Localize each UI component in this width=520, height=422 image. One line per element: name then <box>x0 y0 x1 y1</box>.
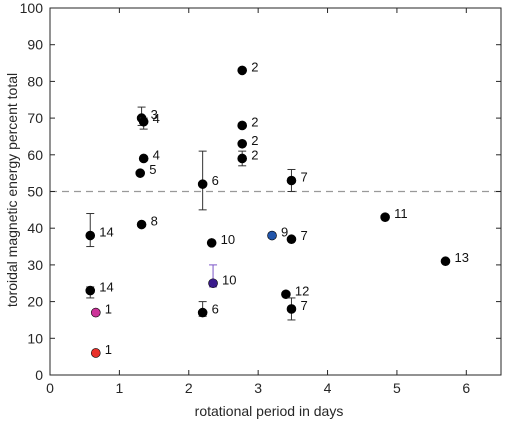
data-point <box>237 153 247 164</box>
data-point <box>135 168 145 178</box>
y-tick-label: 50 <box>27 184 43 200</box>
y-tick-label: 60 <box>27 147 43 163</box>
data-point <box>85 230 96 241</box>
y-tick-label: 80 <box>27 73 43 89</box>
data-point <box>286 234 297 245</box>
y-tick-label: 10 <box>27 330 43 346</box>
y-tick-label: 20 <box>27 294 43 310</box>
point-label: 13 <box>454 250 468 265</box>
x-tick-label: 0 <box>46 380 54 396</box>
data-point <box>90 307 101 318</box>
data-point <box>237 65 247 76</box>
point-label: 2 <box>251 114 258 129</box>
y-tick-label: 0 <box>35 367 43 383</box>
point-label: 1 <box>105 342 112 357</box>
y-tick-label: 90 <box>27 37 43 53</box>
point-label: 14 <box>99 280 113 295</box>
data-point <box>286 175 297 186</box>
plot-frame <box>49 7 502 376</box>
y-tick-label: 100 <box>20 0 44 16</box>
point-label: 1 <box>105 302 112 317</box>
point-label: 3 <box>151 107 158 122</box>
data-point <box>136 219 147 230</box>
point-label: 2 <box>251 59 258 74</box>
point-label: 12 <box>295 283 309 298</box>
data-point <box>85 285 96 296</box>
x-tick-label: 3 <box>254 380 262 396</box>
point-label: 9 <box>281 225 288 240</box>
point-label: 7 <box>300 169 307 184</box>
y-axis-label: toroidal magnetic energy percent total <box>4 73 20 307</box>
point-label: 4 <box>153 147 160 162</box>
data-point <box>281 289 291 300</box>
data-point <box>197 179 208 189</box>
data-point <box>138 116 149 127</box>
x-tick-label: 2 <box>185 380 193 396</box>
data-point <box>138 153 149 164</box>
point-label: 4 <box>153 111 160 126</box>
point-label: 11 <box>394 206 408 221</box>
data-point <box>440 256 451 267</box>
point-label: 5 <box>149 162 156 177</box>
x-axis-label: rotational period in days <box>195 403 344 419</box>
point-label: 8 <box>151 214 158 229</box>
x-tick-label: 5 <box>393 380 401 396</box>
data-point <box>237 120 247 131</box>
y-tick-label: 40 <box>27 220 43 236</box>
data-point <box>90 348 101 358</box>
data-point <box>286 304 297 314</box>
data-point <box>206 238 217 248</box>
data-point <box>237 138 247 149</box>
x-tick-label: 4 <box>324 380 332 396</box>
point-label: 2 <box>251 133 258 148</box>
point-label: 2 <box>251 147 258 162</box>
point-label: 10 <box>221 232 235 247</box>
y-tick-label: 70 <box>27 110 43 126</box>
point-label: 7 <box>300 298 307 313</box>
point-label: 14 <box>99 225 113 240</box>
data-point <box>267 230 277 241</box>
point-label: 7 <box>300 228 307 243</box>
x-tick-label: 6 <box>462 380 470 396</box>
point-label: 6 <box>212 173 219 188</box>
data-point <box>208 278 218 289</box>
data-point <box>197 307 208 318</box>
point-label: 10 <box>222 272 236 287</box>
point-label: 6 <box>212 302 219 317</box>
data-point <box>380 212 390 222</box>
x-tick-label: 1 <box>115 380 123 396</box>
y-tick-label: 30 <box>27 257 43 273</box>
